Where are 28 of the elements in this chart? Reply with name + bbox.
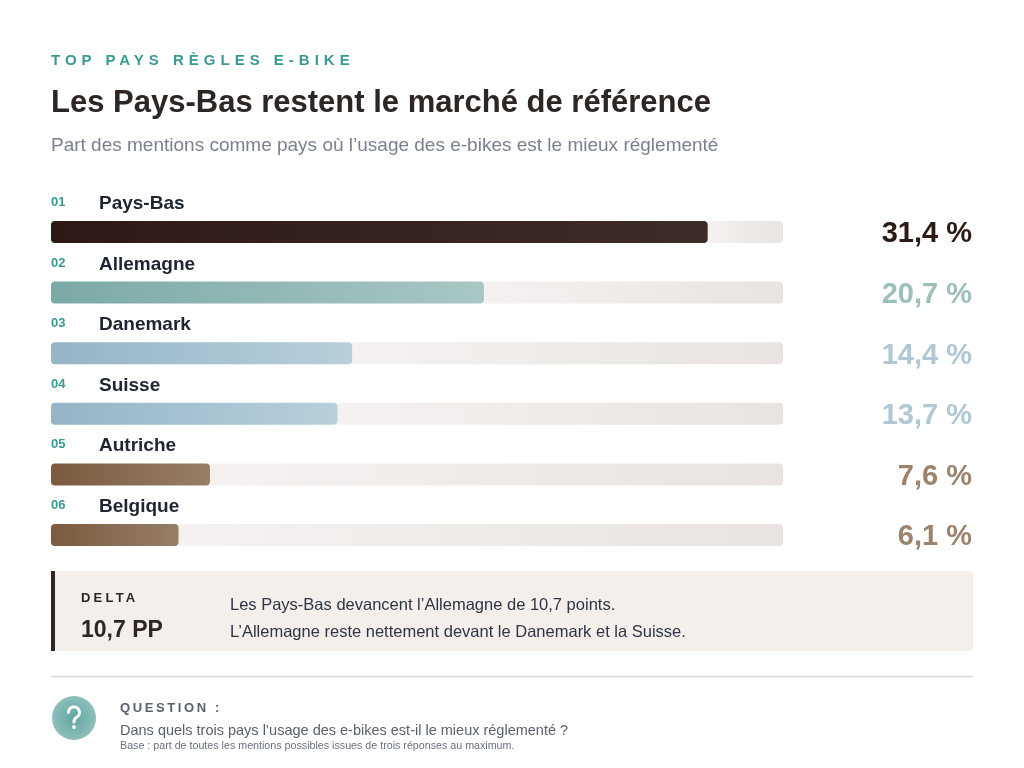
text: QUESTION : <box>120 700 222 715</box>
y-tick-label: Autriche <box>99 434 177 456</box>
text: DELTA <box>81 590 139 605</box>
annotation: 02 <box>51 254 66 270</box>
annotation: 04 <box>51 375 67 391</box>
data-label: 13,7 % <box>881 398 973 431</box>
text: L’Allemagne reste nettement devant le Danemark et la Suisse. <box>230 622 686 640</box>
text: 10,7 PP <box>81 616 163 642</box>
data-label: 20,7 % <box>881 277 973 310</box>
chart-subtitle: Part des mentions comme pays où l’usage des e-bikes est le mieux réglementé <box>51 134 719 155</box>
text: Dans quels trois pays l’usage des e-bikes est-il le mieux réglementé ? <box>120 722 569 738</box>
data-label: 6,1 % <box>897 519 973 552</box>
chart-title: Les Pays-Bas restent le marché de référence <box>51 84 711 119</box>
annotation: 01 <box>51 194 66 209</box>
y-tick-label: Allemagne <box>99 252 196 274</box>
text: Base : part de toutes les mentions possibles issues de trois réponses au maximum. <box>120 739 515 751</box>
y-tick-label: Belgique <box>99 495 180 516</box>
y-tick-label: Danemark <box>99 313 192 335</box>
y-tick-label: Suisse <box>99 373 161 395</box>
data-label: 31,4 % <box>881 216 973 249</box>
data-label: 7,6 % <box>897 458 973 491</box>
text: Les Pays-Bas devancent l’Allemagne de 10,7 points. <box>230 595 616 613</box>
annotation: 06 <box>51 497 66 512</box>
y-tick-label: Pays-Bas <box>99 192 185 213</box>
annotation: 03 <box>51 315 66 331</box>
data-label: 14,4 % <box>881 337 973 370</box>
annotation: 05 <box>51 436 66 452</box>
text: TOP PAYS RÈGLES E-BIKE <box>51 51 355 68</box>
